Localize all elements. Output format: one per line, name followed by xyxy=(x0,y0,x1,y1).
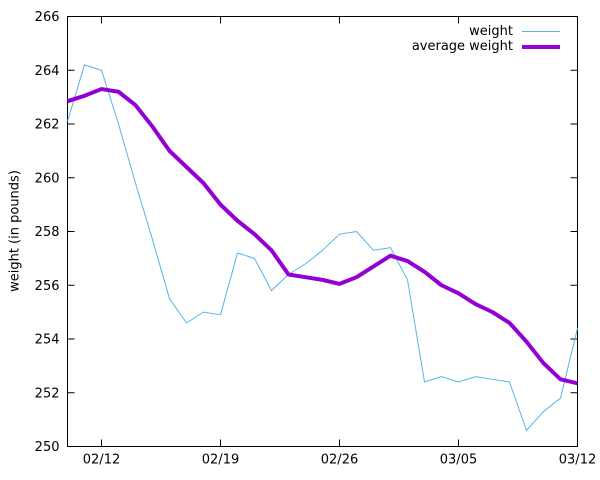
x-tick-label: 02/19 xyxy=(202,453,239,468)
y-tick-label: 266 xyxy=(35,10,60,25)
y-axis-title: weight (in pounds) xyxy=(7,170,23,292)
legend-label-average-weight: average weight xyxy=(411,39,513,54)
legend-label-weight: weight xyxy=(469,24,513,39)
legend: weight average weight xyxy=(412,24,560,54)
legend-line-sample-average-weight xyxy=(522,44,560,49)
y-tick-label: 264 xyxy=(35,64,60,79)
y-tick-label: 262 xyxy=(35,118,60,133)
legend-row-average-weight: average weight xyxy=(412,39,560,54)
y-tick-label: 258 xyxy=(35,225,60,240)
y-tick-label: 254 xyxy=(35,333,60,348)
x-tick-label: 02/12 xyxy=(83,453,120,468)
y-tick-label: 260 xyxy=(35,171,60,186)
x-tick-label: 03/12 xyxy=(559,453,596,468)
y-tick-label: 252 xyxy=(35,386,60,401)
y-tick-label: 256 xyxy=(35,279,60,294)
x-tick-label: 03/05 xyxy=(440,453,477,468)
x-tick-label: 02/26 xyxy=(321,453,358,468)
y-tick-label: 250 xyxy=(35,440,60,455)
legend-line-sample-weight xyxy=(522,31,560,32)
plot-border xyxy=(67,16,578,447)
legend-row-weight: weight xyxy=(412,24,560,39)
average-weight-line xyxy=(66,87,578,386)
weight-line xyxy=(67,64,578,431)
